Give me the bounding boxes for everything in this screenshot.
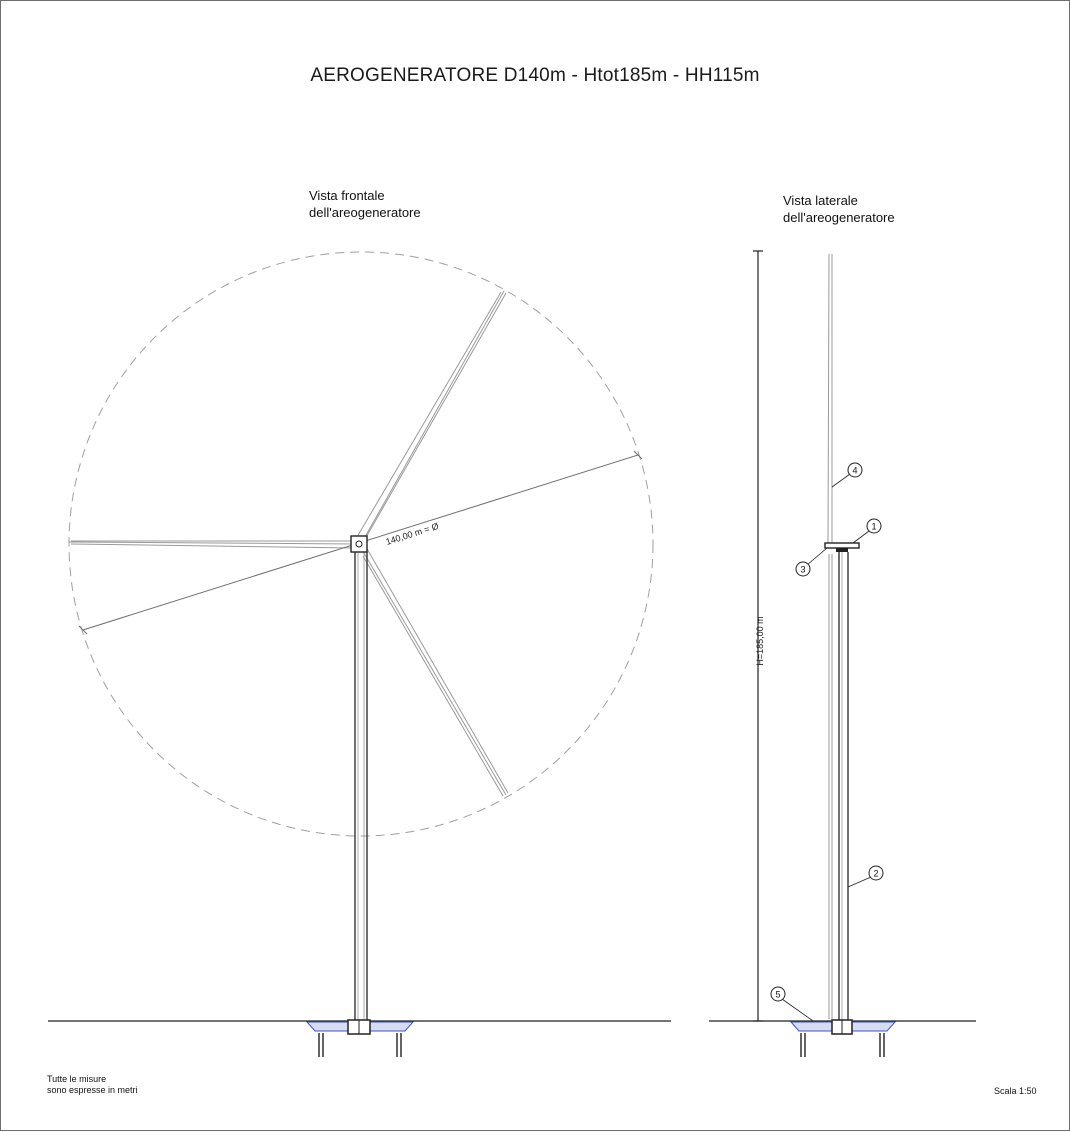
front-view-caption-line1: Vista frontale <box>309 188 385 203</box>
front-tower <box>354 552 368 1021</box>
side-view-caption: Vista laterale dell'areogeneratore <box>783 192 895 226</box>
dimension-tick-right <box>633 450 643 460</box>
units-note: Tutte le misure sono espresse in metri <box>47 1074 138 1096</box>
dimension-tick-left <box>78 625 88 635</box>
front-foundation <box>305 1019 415 1057</box>
side-view-caption-line1: Vista laterale <box>783 193 858 208</box>
drawing-title: AEROGENERATORE D140m - Htot185m - HH115m <box>310 65 760 86</box>
side-blade <box>827 253 833 1019</box>
rotor-swept-circle <box>68 251 654 837</box>
callout-2: 2 <box>847 865 884 888</box>
side-nacelle <box>824 542 860 549</box>
front-view: 140,00 m = Ø <box>68 251 654 1021</box>
side-view: H=185,00 m 1 <box>753 250 884 1029</box>
units-note-line1: Tutte le misure <box>47 1074 107 1084</box>
callout-4-label: 4 <box>852 466 857 476</box>
height-dimension-label: H=185,00 m <box>755 616 765 665</box>
front-hub-center <box>355 540 363 548</box>
callout-1: 1 <box>852 518 882 544</box>
callout-2-label: 2 <box>873 869 878 879</box>
rotor-dimension-label: 140,00 m = Ø <box>385 521 440 547</box>
front-view-caption-line2: dell'areogeneratore <box>309 205 421 220</box>
blade-left <box>68 540 357 549</box>
side-tower <box>838 552 849 1021</box>
side-view-caption-line2: dell'areogeneratore <box>783 210 895 225</box>
callout-4: 4 <box>831 462 863 488</box>
scale-label: Scala 1:50 <box>994 1086 1037 1096</box>
blade-lower <box>360 546 509 797</box>
callout-3: 3 <box>795 547 828 577</box>
callout-3-label: 3 <box>800 565 805 575</box>
side-foundation <box>789 1019 897 1057</box>
blade-upper <box>356 290 507 545</box>
side-yaw-bearing <box>836 548 848 552</box>
callout-1-label: 1 <box>871 522 876 532</box>
front-view-caption: Vista frontale dell'areogeneratore <box>309 187 421 221</box>
front-hub <box>350 535 368 553</box>
units-note-line2: sono espresse in metri <box>47 1085 138 1095</box>
callout-5-label: 5 <box>775 990 780 1000</box>
